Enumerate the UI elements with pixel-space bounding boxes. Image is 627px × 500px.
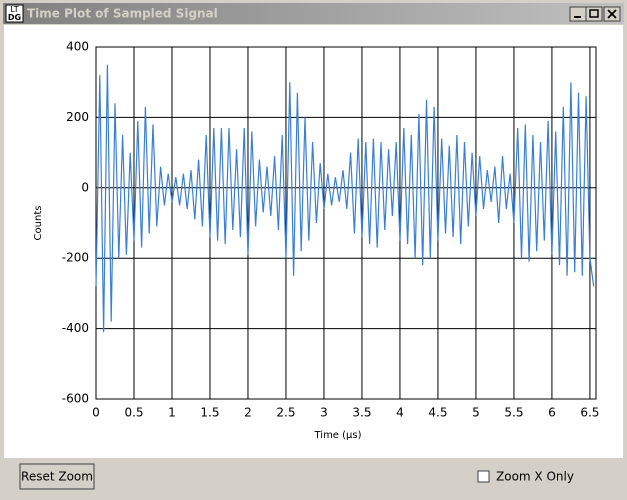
x-tick-label: 6.5 (580, 406, 599, 420)
x-tick-label: 3 (320, 406, 328, 420)
title-bar (3, 3, 624, 24)
x-tick-label: 0.5 (124, 406, 143, 420)
reset-zoom-button[interactable] (19, 463, 95, 490)
x-tick-label: 6 (548, 406, 556, 420)
x-axis-label: Time (µs) (313, 430, 361, 441)
y-tick-label: 0 (81, 180, 89, 194)
plot-frame (95, 46, 597, 400)
icon-text: LT (10, 5, 18, 14)
y-tick-label: 400 (66, 40, 89, 54)
minimize-button[interactable] (569, 6, 587, 22)
y-tick-label: 200 (66, 110, 89, 124)
x-tick-label: 4 (396, 406, 404, 420)
x-tick-label: 0 (92, 406, 100, 420)
y-axis-label: Counts (33, 206, 44, 241)
maximize-icon (589, 9, 599, 18)
window-title: Time Plot of Sampled Signal (27, 7, 218, 21)
signal-line (95, 64, 595, 333)
checkbox-label: Zoom X Only (496, 470, 574, 484)
close-icon (607, 9, 617, 19)
x-tick-label: 2 (244, 406, 252, 420)
zoom-x-checkbox[interactable] (477, 470, 490, 483)
x-tick-label: 3.5 (352, 406, 371, 420)
y-tick-label: -200 (62, 251, 89, 265)
x-tick-label: 4.5 (428, 406, 447, 420)
y-tick-label: -600 (62, 392, 89, 406)
window-controls[interactable] (569, 6, 621, 22)
x-tick-label: 5.5 (504, 406, 523, 420)
x-tick-label: 5 (472, 406, 480, 420)
x-tick-label: 2.5 (276, 406, 295, 420)
y-tick-label: -400 (62, 321, 89, 335)
button-label: Reset Zoom (21, 470, 93, 484)
icon-text: DG (8, 13, 21, 22)
x-tick-label: 1.5 (200, 406, 219, 420)
maximize-button[interactable] (585, 6, 603, 22)
x-tick-label: 1 (168, 406, 176, 420)
app-icon (5, 4, 24, 23)
